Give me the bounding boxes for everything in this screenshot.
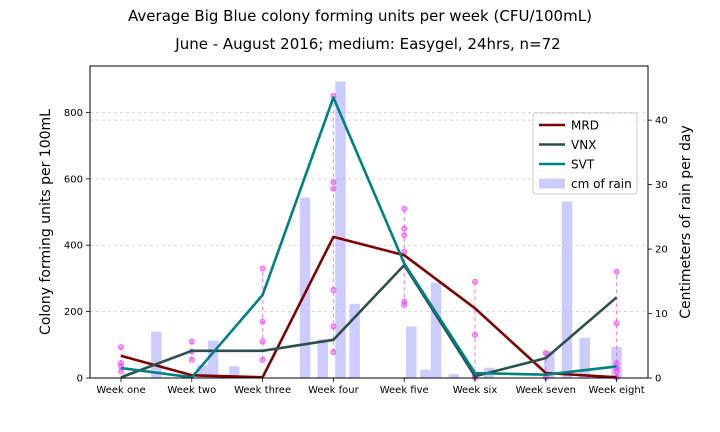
rain-bar: [151, 331, 162, 378]
chart-title-line-1: Average Big Blue colony forming units pe…: [128, 7, 592, 25]
x-tick-label: Week five: [380, 385, 429, 396]
x-tick-label: Week seven: [516, 385, 576, 396]
y2-tick-label: 20: [655, 245, 668, 256]
legend-swatch-rain: [539, 178, 565, 189]
sample-point: [330, 349, 337, 356]
y2-axis: 0 10 20 30 40: [648, 116, 668, 385]
rain-bar: [197, 365, 208, 378]
rain-bar: [544, 350, 555, 378]
legend: MRD VNX SVT cm of rain: [532, 112, 638, 195]
y-tick-label: 200: [64, 307, 83, 318]
rain-bar: [299, 197, 311, 378]
rain-bar: [430, 282, 442, 378]
sample-point: [471, 278, 478, 285]
x-tick-label: Week eight: [589, 385, 645, 396]
x-tick-label: Week four: [308, 385, 360, 396]
series-line-svt: [120, 96, 617, 379]
series-line-vnx: [120, 263, 618, 379]
sample-point: [330, 185, 337, 192]
y2-tick-label: 30: [655, 180, 668, 191]
sample-point: [401, 205, 408, 212]
y-tick-label: 800: [64, 108, 83, 119]
x-axis: Week one Week two Week three Week four Week …: [96, 378, 645, 396]
sample-point: [259, 318, 266, 325]
x-tick-label: Week one: [96, 385, 145, 396]
sample-point: [401, 232, 408, 239]
rain-bar: [317, 339, 329, 378]
rain-bar: [579, 338, 590, 378]
chart-title-line-2: June - August 2016; medium: Easygel, 24h…: [174, 35, 560, 53]
rain-bar: [349, 303, 360, 378]
sample-point: [613, 320, 620, 327]
sample-point: [188, 338, 195, 345]
sample-point: [118, 360, 125, 367]
sample-point: [188, 356, 195, 363]
x-tick-label: Week six: [453, 385, 498, 396]
legend-label: MRD: [571, 119, 599, 133]
y-tick-label: 400: [64, 241, 83, 252]
y2-tick-label: 40: [655, 116, 668, 127]
legend-label: cm of rain: [571, 177, 632, 191]
y-tick-label: 0: [77, 374, 83, 385]
sample-point: [471, 331, 478, 338]
legend-box: [532, 112, 638, 195]
rain-bar: [420, 369, 431, 378]
sample-point: [330, 287, 337, 294]
series-lines: [120, 96, 618, 379]
sample-point: [613, 360, 620, 367]
legend-label: VNX: [571, 138, 596, 152]
legend-label: SVT: [571, 158, 595, 172]
rain-bar: [448, 374, 460, 378]
sample-point: [259, 338, 266, 345]
rain-bar: [561, 201, 573, 378]
sample-point: [613, 268, 620, 275]
y2-axis-label: Centimeters of rain per day: [678, 125, 694, 318]
rain-bar: [207, 340, 219, 378]
rain-bar: [406, 326, 417, 378]
y2-tick-label: 0: [655, 374, 661, 385]
y2-tick-label: 10: [655, 309, 668, 320]
sample-points: [118, 92, 620, 381]
rain-bar: [229, 366, 240, 378]
y-axis-label: Colony forming units per 100mL: [38, 109, 54, 335]
sample-point: [259, 356, 266, 363]
sample-point: [330, 323, 337, 330]
sample-point: [330, 179, 337, 186]
sample-point: [118, 344, 125, 351]
y-tick-label: 600: [64, 174, 83, 185]
sample-point: [259, 265, 266, 272]
sample-point: [401, 225, 408, 232]
plot-frame: [89, 65, 649, 379]
series-line-mrd: [120, 235, 617, 379]
y-axis: 0 200 400 600 800: [64, 108, 90, 385]
sample-point: [401, 298, 408, 305]
sample-point: [542, 350, 549, 357]
x-tick-label: Week three: [234, 385, 291, 396]
x-tick-label: Week two: [167, 385, 216, 396]
rain-bar: [335, 81, 346, 379]
